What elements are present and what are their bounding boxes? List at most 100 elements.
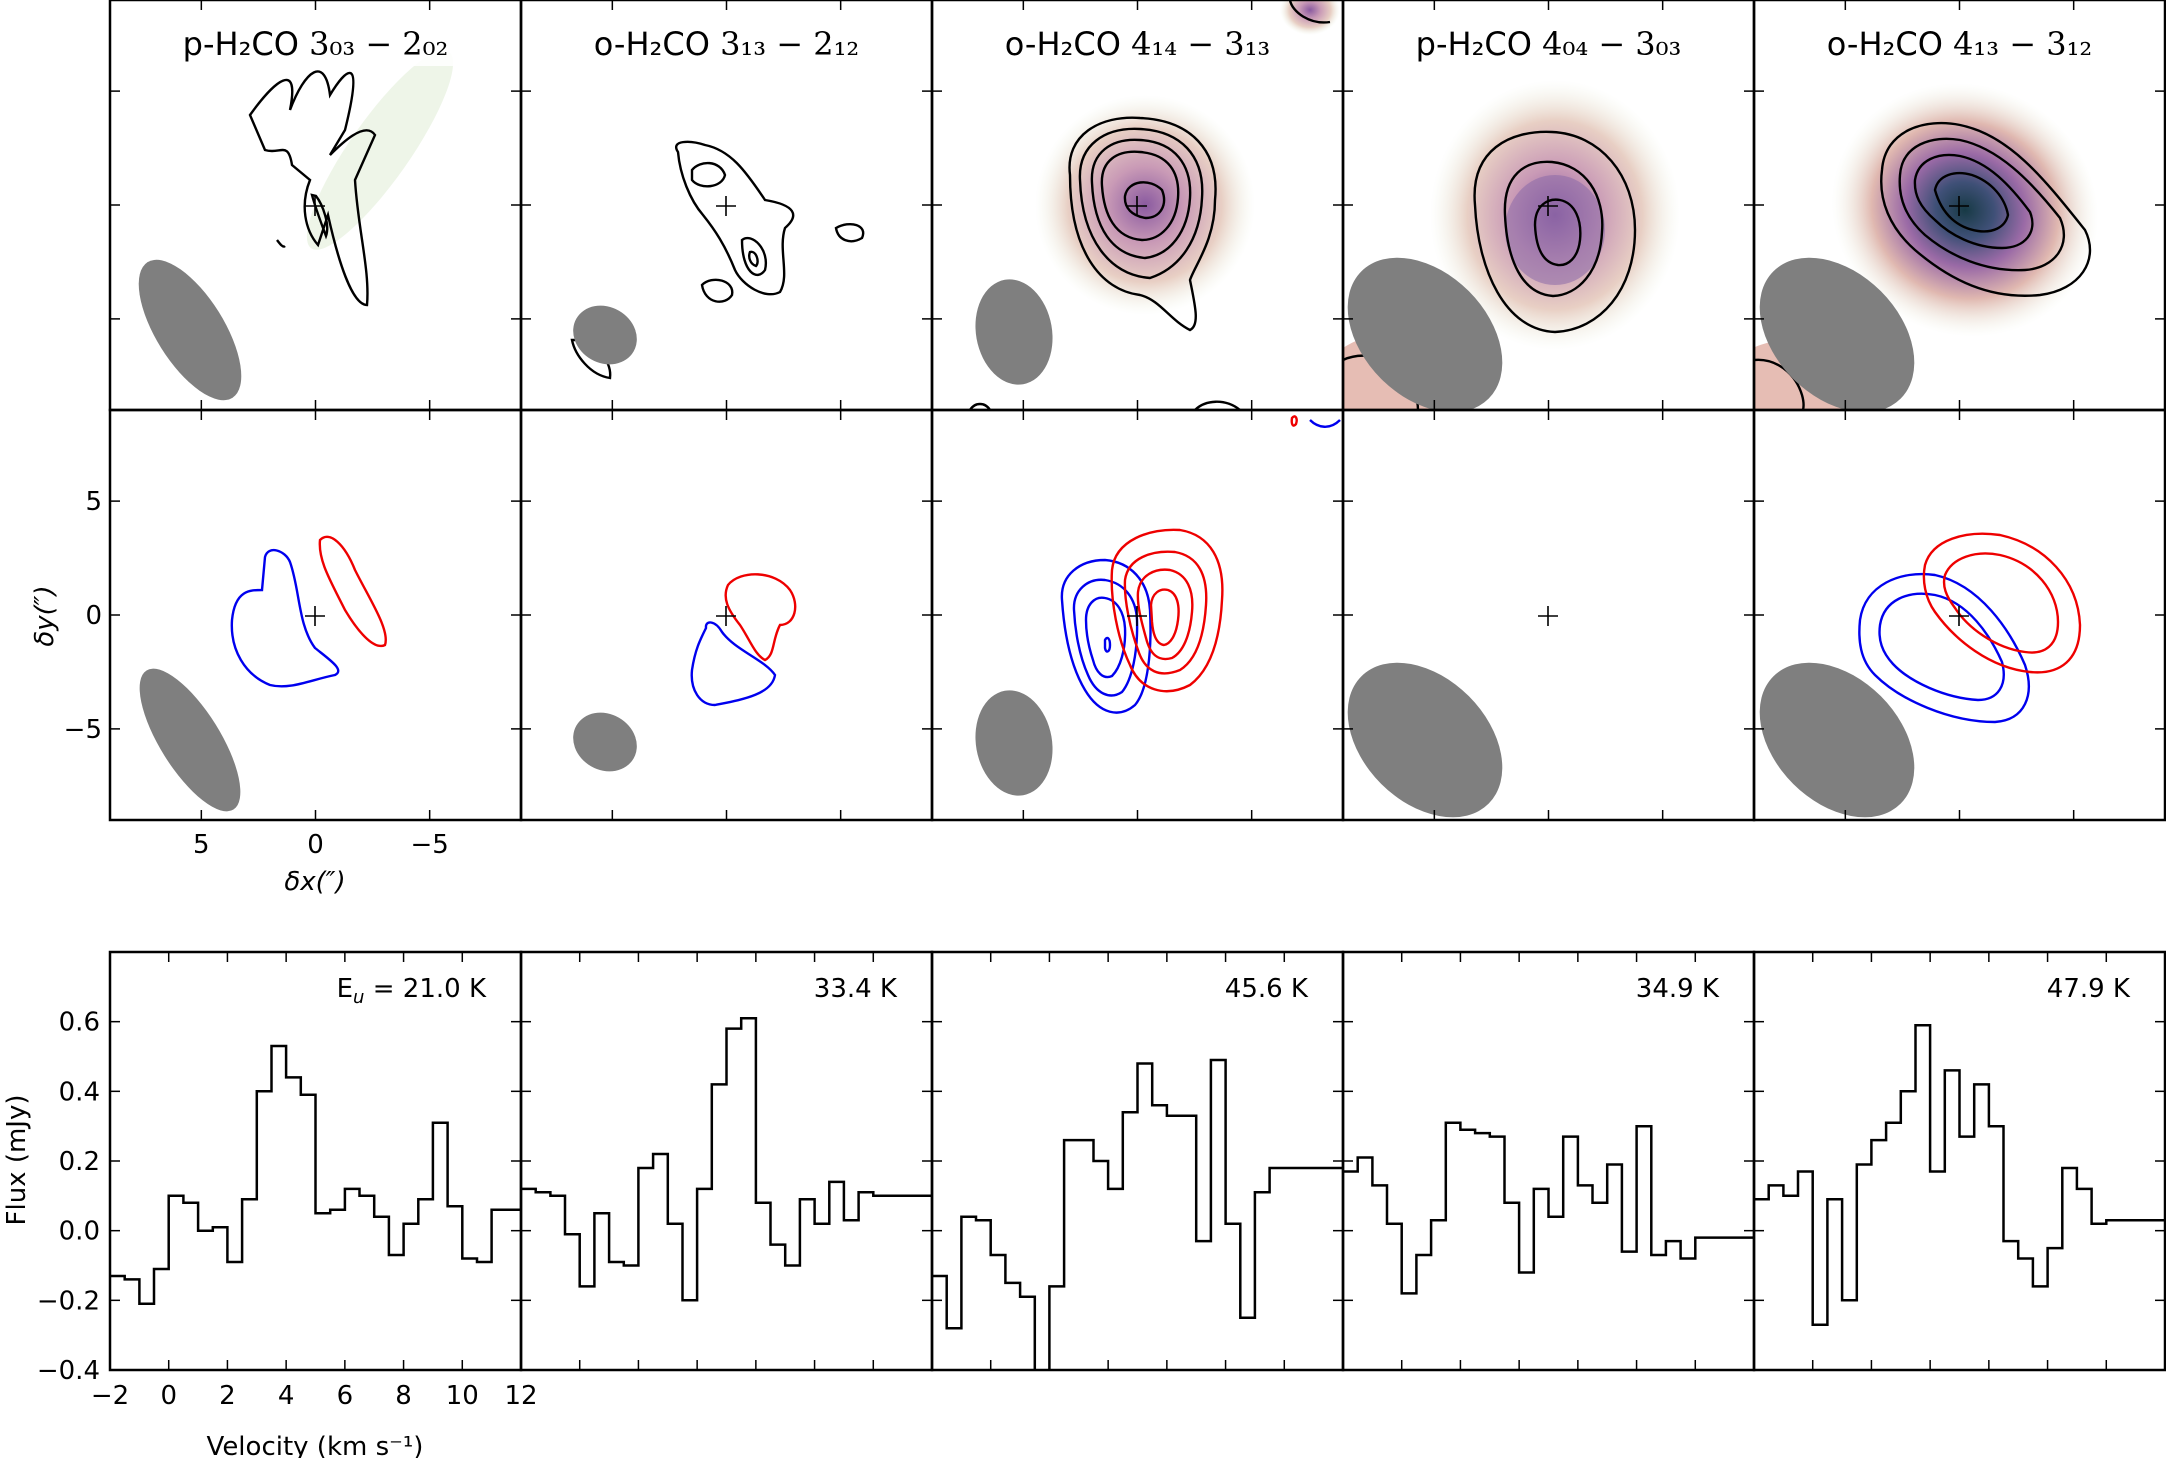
emission-core [1505,175,1605,285]
red-contour [318,535,387,648]
map-ylabel: δy(″) [30,585,60,646]
map-xtick-label: 5 [193,830,210,860]
contour [1533,198,1582,267]
panel-title-transition: 4₁₄ − 3₁₃ [1131,25,1270,63]
map-panel-channels-3 [1347,662,1503,818]
source-cross [716,606,736,626]
panel-title-species: o-H₂CO [1827,25,1953,63]
source-cross [1127,606,1147,626]
contour [1194,400,1241,410]
blue-contour [1072,578,1139,697]
map-panel-intensity-0 [138,50,454,401]
source-cross [305,196,325,216]
emission-background [1831,83,2099,337]
contour [1068,116,1217,332]
spectrum-axis-labels: Velocity (km s⁻¹) Flux (mJy) [2,1095,423,1458]
panel-title-transition: 3₁₃ − 2₁₂ [720,25,859,63]
red-contour [1136,568,1194,661]
contour [675,140,795,296]
spectrum-xtick-label: 8 [395,1381,412,1411]
red-contour [1922,532,2082,674]
red-contour [1290,415,1298,427]
contour [968,402,992,410]
eu-value: 45.6 K [1225,974,1309,1004]
contour [1090,138,1192,260]
panel-title-species: p-H₂CO [183,25,309,63]
beam-ellipse [139,668,241,812]
map-row-intensity [138,0,2099,410]
eu-value: 47.9 K [2047,974,2131,1004]
spectrum-ytick-label: 0.2 [59,1147,100,1177]
contour [1933,171,2010,233]
beam-ellipse [138,259,242,401]
panel-title-transition: 4₀₄ − 3₀₃ [1542,25,1681,63]
map-panel-intensity-2 [968,0,1340,410]
spectrum-xtick-label: 4 [278,1381,295,1411]
beam-ellipse [975,690,1053,796]
beam-ellipse [573,712,637,772]
spectrum-ytick-label: 0.4 [59,1077,100,1107]
spectrum-line [110,1044,521,1306]
eu-value: 33.4 K [814,974,898,1004]
panel-title: o-H₂CO 4₁₃ − 3₁₂ [1827,25,2093,63]
beam-ellipse [1759,257,1915,410]
eu-subscript: u [353,987,364,1008]
title-backing [1398,18,1699,66]
spectrum-panel: 45.6 K [930,950,1345,1372]
spectrum-frame [519,950,934,1372]
spectrum-ylabel: Flux (mJy) [2,1095,32,1226]
beam-ellipse [1347,257,1503,410]
map-ytick-label: −5 [64,715,102,745]
spectrum-line [932,1058,1343,1370]
panel-title-transition: 3₀₃ − 2₀₂ [309,25,448,63]
red-contour [1942,552,2060,654]
source-cross [305,606,325,626]
blue-contour [1858,572,2030,724]
map-frames: 5 0 −5 5 0 −5 [64,0,2166,860]
contour [1754,358,1805,410]
contour [1880,121,2092,297]
spectrum-panel: 34.9 K [1341,950,1756,1372]
spectrum-frame [1341,950,1756,1372]
spectrum-xtick-label: 0 [160,1381,177,1411]
beam-ellipse [1347,662,1503,818]
emission-background [306,50,454,250]
contour [1898,137,2066,272]
eu-label: 45.6 K [1225,974,1309,1004]
eu-value: 34.9 K [1636,974,1720,1004]
map-ytick-label: 0 [85,601,102,631]
spectrum-line [1754,1023,2165,1326]
red-contour [724,573,797,662]
map-xlabel: δx(″) [284,867,345,897]
spectrum-line [1343,1121,1754,1295]
map-xtick-label: −5 [411,830,449,860]
eu-label: Eu = 21.0 K [337,974,487,1008]
contour [1503,160,1604,298]
spectrum-ytick-label: 0.6 [59,1008,100,1038]
contour [690,161,727,188]
spectra-row: Eu = 21.0 K 33.4 K 45.6 K 34.9 K 47.9 K −2 0 2 4… [37,950,2166,1411]
contour [748,250,759,268]
map-xtick-label: 0 [307,830,324,860]
contour [1288,0,1331,24]
panel-title: p-H₂CO 4₀₄ − 3₀₃ [1416,25,1682,63]
spectrum-line [521,1016,932,1302]
source-cross [1127,196,1147,216]
contour [740,236,768,276]
map-panel-channels-4 [1759,532,2082,818]
red-contour [1123,550,1208,675]
map-ytick-label: 5 [85,487,102,517]
map-panel-intensity-3 [1343,80,1680,410]
title-backing [165,18,466,66]
source-cross [1538,606,1558,626]
spectrum-xtick-label: −2 [91,1381,129,1411]
eu-label: 47.9 K [2047,974,2131,1004]
emission-background [1280,0,1340,35]
spectrum-frame [930,950,1345,1372]
spectrum-xtick-label: 2 [219,1381,236,1411]
beam-ellipse [1759,662,1915,818]
blue-contour [1309,419,1341,428]
map-panel-channels-2 [975,415,1341,796]
spectrum-xtick-label: 6 [337,1381,354,1411]
